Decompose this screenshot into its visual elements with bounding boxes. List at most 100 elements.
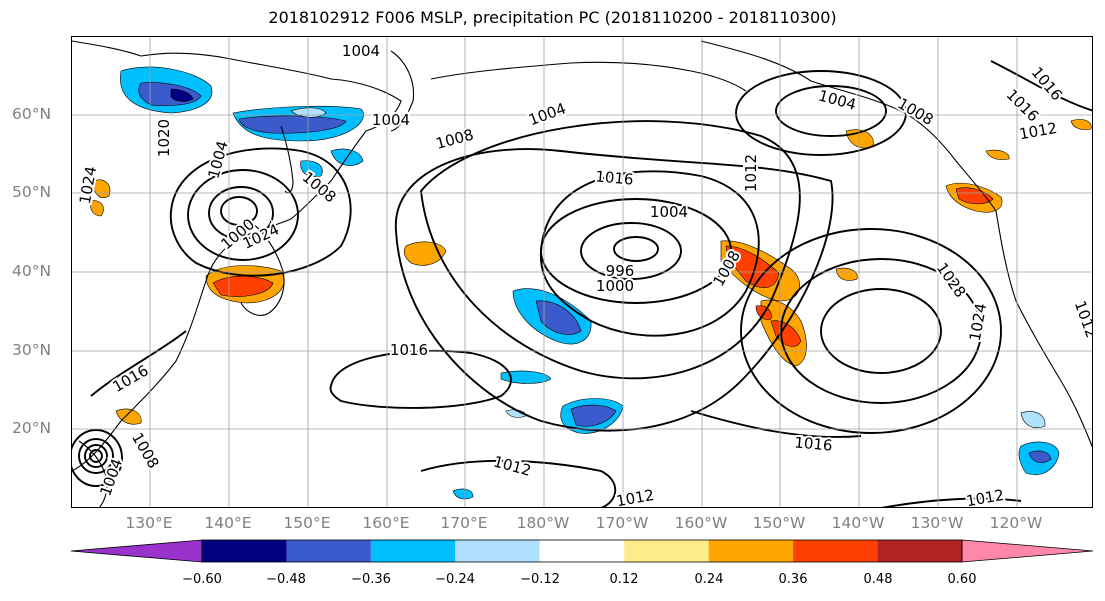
coast-philippines bbox=[78, 440, 108, 507]
precipitation-shading bbox=[90, 66, 1092, 500]
isobar-1024 bbox=[780, 258, 982, 404]
isobar-typhoon-2 bbox=[84, 444, 108, 468]
colorbar-tick-label: 0.60 bbox=[947, 572, 977, 587]
isobar-label: 1008 bbox=[128, 429, 163, 471]
isobar-low-asia-3 bbox=[187, 169, 299, 261]
isobar-label: 1016 bbox=[109, 361, 151, 396]
isobar-label: 1020 bbox=[155, 119, 173, 157]
lon-label-120w: 120°W bbox=[989, 514, 1043, 532]
colorbar bbox=[70, 539, 1094, 563]
isobar-typhoon-3 bbox=[78, 438, 114, 474]
coast-kamchatka bbox=[390, 50, 415, 132]
isobar-label: 1004 bbox=[342, 42, 380, 60]
lon-label-170w: 170°W bbox=[595, 514, 649, 532]
precip-positive-area bbox=[212, 275, 274, 297]
coast-north-america bbox=[995, 210, 1092, 448]
isobar-label: 1008 bbox=[894, 94, 936, 129]
isobar-1012-northeast bbox=[990, 60, 1092, 112]
coast-asia bbox=[72, 40, 402, 472]
isobar-label: 1016 bbox=[595, 167, 635, 188]
isobar-label: 1004 bbox=[372, 111, 410, 129]
colorbar-extend-min bbox=[70, 539, 203, 563]
lon-label-180w: 180°W bbox=[516, 514, 570, 532]
lon-label-170e: 170°E bbox=[440, 514, 488, 532]
precip-positive-area bbox=[985, 149, 1010, 160]
isobar-1016-south bbox=[329, 349, 512, 409]
isobar-low-bering-2 bbox=[735, 70, 907, 156]
isobar-low-bering-1 bbox=[775, 85, 887, 137]
graticule bbox=[72, 37, 1092, 507]
lon-label-130e: 130°E bbox=[125, 514, 173, 532]
coastlines bbox=[72, 40, 1092, 507]
colorbar-tick-label: −0.24 bbox=[435, 572, 475, 587]
isobar-1016-west bbox=[90, 330, 187, 397]
colorbar-bin bbox=[286, 540, 371, 562]
precip-negative-area bbox=[1028, 450, 1052, 463]
precip-positive-area bbox=[1070, 119, 1092, 130]
isobar-1000 bbox=[580, 222, 682, 280]
isobar-1016-arc bbox=[690, 410, 862, 438]
isobar-low-asia-1 bbox=[220, 196, 258, 226]
isobar-low-asia-4 bbox=[169, 147, 352, 277]
lat-label-40n: 40°N bbox=[12, 262, 52, 280]
colorbar-tick-label: 0.24 bbox=[694, 572, 724, 587]
precip-positive-area bbox=[835, 267, 858, 281]
colorbar-bin bbox=[202, 540, 287, 562]
lat-label-60n: 60°N bbox=[12, 105, 52, 123]
precip-positive-area bbox=[725, 245, 780, 288]
lon-label-160e: 160°E bbox=[362, 514, 410, 532]
lat-label-30n: 30°N bbox=[12, 341, 52, 359]
precip-negative-area bbox=[570, 404, 617, 427]
colorbar-extend-max bbox=[961, 539, 1094, 563]
coast-alaska bbox=[700, 40, 997, 212]
isobar-label: 1016 bbox=[1003, 86, 1043, 126]
isobar-1012-southeast bbox=[881, 497, 1022, 507]
precip-negative-area bbox=[170, 88, 194, 102]
colorbar-tick-label: 0.36 bbox=[778, 572, 808, 587]
lon-label-150w: 150°W bbox=[752, 514, 806, 532]
colorbar-tick-label: −0.48 bbox=[266, 572, 306, 587]
isobar-label: 1024 bbox=[966, 302, 990, 343]
colorbar-tick-label: −0.36 bbox=[351, 572, 391, 587]
isobar-996 bbox=[613, 236, 659, 262]
colorbar-bin bbox=[877, 540, 962, 562]
coast-aleutians bbox=[430, 61, 747, 92]
isobar-1012 bbox=[420, 120, 801, 380]
colorbar-tick-label: −0.12 bbox=[520, 572, 560, 587]
map-panel: 1004 1004 1004 1004 1008 1008 1008 1008 … bbox=[71, 36, 1093, 508]
isobar-label: 1004 bbox=[650, 203, 688, 221]
coast-japan bbox=[240, 218, 285, 316]
colorbar-bin bbox=[455, 540, 540, 562]
lon-label-130w: 130°W bbox=[910, 514, 964, 532]
lon-label-140w: 140°W bbox=[831, 514, 885, 532]
precip-negative-area bbox=[1020, 411, 1046, 429]
precip-negative-area bbox=[535, 300, 582, 335]
lat-label-50n: 50°N bbox=[12, 183, 52, 201]
isobar-label: 996 bbox=[606, 262, 635, 280]
isobar-label: 1016 bbox=[794, 433, 834, 454]
isobar-1012-south bbox=[420, 459, 617, 507]
precip-positive-area bbox=[115, 408, 142, 425]
isobar-typhoon-1 bbox=[89, 449, 103, 463]
colorbar-bin bbox=[370, 540, 456, 562]
colorbar-tick-label: 0.48 bbox=[863, 572, 893, 587]
map-canvas: 1004 1004 1004 1004 1008 1008 1008 1008 … bbox=[72, 37, 1092, 508]
isobar-label: 1000 bbox=[596, 277, 634, 295]
isobar-label: 1004 bbox=[817, 87, 859, 114]
colorbar-bin bbox=[539, 540, 625, 562]
isobar-label: 1012 bbox=[965, 486, 1006, 508]
precip-positive-area bbox=[90, 200, 104, 217]
isobar-1004 bbox=[540, 198, 732, 304]
colorbar-bin bbox=[793, 540, 878, 562]
isobar-1008 bbox=[540, 170, 760, 337]
lon-label-150e: 150°E bbox=[283, 514, 331, 532]
lon-label-140e: 140°E bbox=[204, 514, 252, 532]
isobar-label: 1004 bbox=[96, 456, 126, 498]
isobar-low-asia-2 bbox=[208, 186, 274, 240]
precip-negative-area bbox=[300, 160, 323, 177]
isobar-label: 1024 bbox=[76, 165, 100, 206]
isobar-label: 1008 bbox=[434, 126, 476, 153]
isobar-1016 bbox=[395, 148, 834, 432]
precip-positive-area bbox=[955, 187, 994, 205]
precip-negative-area bbox=[452, 488, 474, 500]
